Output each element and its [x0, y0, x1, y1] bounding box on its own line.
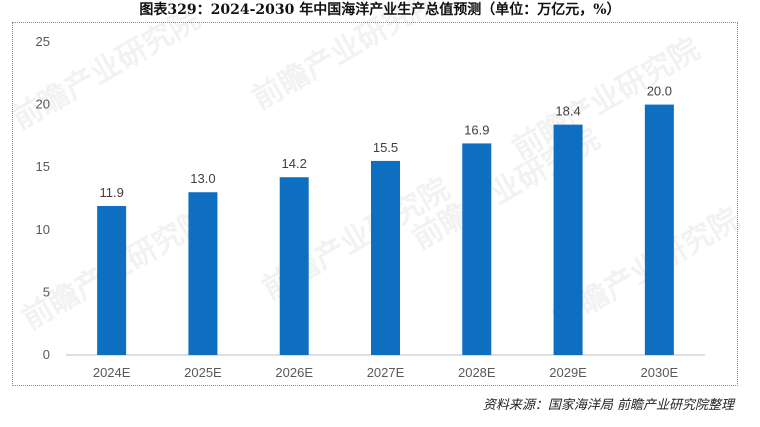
x-tick-label-2027E: 2027E	[367, 365, 405, 380]
bar-2025E	[188, 192, 218, 355]
x-tick-label-2029E: 2029E	[549, 365, 587, 380]
y-tick-label: 15	[36, 159, 50, 174]
bars-layer	[97, 104, 674, 355]
y-tick-label: 5	[43, 284, 50, 299]
x-tick-label-2026E: 2026E	[275, 365, 313, 380]
y-tick-label: 25	[36, 34, 50, 49]
chart-title: 图表329：2024-2030 年中国海洋产业生产总值预测（单位：万亿元，%）	[139, 2, 621, 18]
y-tick-label: 20	[36, 97, 50, 112]
chart-frame	[12, 22, 738, 386]
x-tick-label-2025E: 2025E	[184, 365, 222, 380]
data-label-2028E: 16.9	[464, 122, 489, 137]
data-label-2030E: 20.0	[647, 84, 672, 99]
data-label-2027E: 15.5	[373, 140, 398, 155]
data-labels-layer: 11.9 13.0 14.2 15.5 16.9 18.4 20.0	[99, 84, 672, 200]
data-label-2025E: 13.0	[190, 171, 215, 186]
bar-2030E	[644, 104, 674, 355]
source-note: 资料来源：国家海洋局 前瞻产业研究院整理	[482, 398, 734, 413]
y-axis-ticks: 0 5 10 15 20 25	[36, 34, 50, 362]
bar-2029E	[553, 124, 583, 355]
x-axis-ticks: 2024E 2025E 2026E 2027E 2028E 2029E 2030E	[93, 365, 679, 380]
bar-2024E	[97, 206, 127, 355]
y-tick-label: 10	[36, 222, 50, 237]
x-tick-label-2024E: 2024E	[93, 365, 131, 380]
data-label-2024E: 11.9	[99, 185, 123, 200]
watermark-text: 前瞻产业研究院	[507, 32, 706, 167]
data-label-2029E: 18.4	[555, 104, 580, 119]
bar-2026E	[279, 177, 309, 355]
y-tick-label: 0	[43, 347, 50, 362]
bar-2027E	[371, 160, 400, 355]
watermark-text: 前瞻产业研究院	[247, 0, 446, 117]
x-tick-label-2030E: 2030E	[641, 365, 679, 380]
data-label-2026E: 14.2	[282, 156, 307, 171]
x-tick-label-2028E: 2028E	[458, 365, 496, 380]
bar-2028E	[462, 143, 492, 355]
watermark-text: 前瞻产业研究院	[7, 2, 206, 137]
